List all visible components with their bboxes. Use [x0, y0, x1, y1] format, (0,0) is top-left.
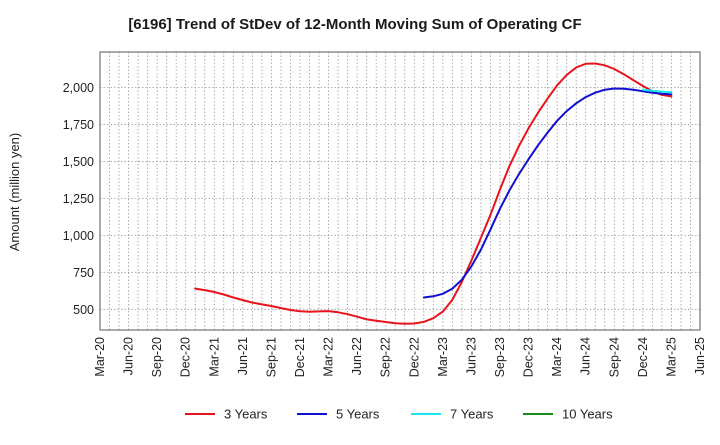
legend-label: 5 Years — [336, 407, 380, 422]
x-tick-label: Mar-24 — [550, 337, 564, 377]
x-tick-label: Jun-23 — [464, 337, 478, 375]
x-tick-label: Sep-24 — [607, 337, 621, 377]
x-tick-label: Sep-22 — [379, 337, 393, 377]
legend-label: 7 Years — [450, 407, 494, 422]
x-tick-label: Dec-22 — [407, 337, 421, 377]
x-tick-label: Mar-21 — [207, 337, 221, 377]
x-tick-label: Sep-23 — [493, 337, 507, 377]
x-tick-label: Sep-20 — [150, 337, 164, 377]
x-tick-label: Jun-20 — [122, 337, 136, 375]
plot-border — [99, 51, 701, 331]
y-tick-label: 1,500 — [63, 155, 94, 169]
x-tick-label: Dec-20 — [179, 337, 193, 377]
series-line-7-years — [641, 88, 673, 94]
plot-area: 500 750 1,000 1,250 1,500 1,750 2,000 Mar-20 Jun… — [63, 51, 707, 377]
y-tick-label: 1,250 — [63, 192, 94, 206]
legend: 3 Years 5 Years 7 Years 10 Years — [185, 407, 613, 422]
plot-background — [100, 52, 700, 330]
x-tick-label: Jun-25 — [693, 337, 707, 375]
legend-label: 10 Years — [562, 407, 613, 422]
series-line-3-years — [194, 62, 673, 325]
x-tick-label: Jun-24 — [579, 337, 593, 375]
legend-label: 3 Years — [224, 407, 268, 422]
y-axis-label: Amount (million yen) — [7, 133, 22, 252]
x-tick-label: Mar-25 — [664, 337, 678, 377]
chart-title: [6196] Trend of StDev of 12-Month Moving… — [128, 16, 581, 33]
x-tick-label: Mar-20 — [93, 337, 107, 377]
x-tick-label: Sep-21 — [264, 337, 278, 377]
x-tick-label: Mar-23 — [436, 337, 450, 377]
x-tick-label: Dec-21 — [293, 337, 307, 377]
y-tick-label: 1,750 — [63, 118, 94, 132]
x-tick-label: Jun-21 — [236, 337, 250, 375]
y-tick-label: 500 — [73, 303, 94, 317]
x-tick-label: Dec-24 — [636, 337, 650, 377]
y-tick-label: 1,000 — [63, 229, 94, 243]
x-tick-label: Jun-22 — [350, 337, 364, 375]
y-tick-label: 750 — [73, 266, 94, 280]
x-tick-label: Dec-23 — [522, 337, 536, 377]
series-line-5-years — [422, 87, 673, 299]
y-tick-label: 2,000 — [63, 81, 94, 95]
x-tick-label: Mar-22 — [322, 337, 336, 377]
